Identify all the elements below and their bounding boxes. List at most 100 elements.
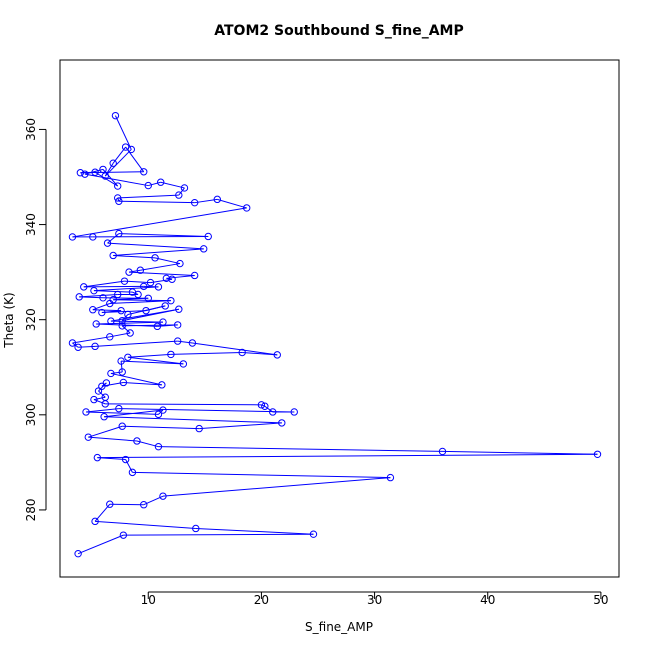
data-point: [593, 450, 602, 458]
data-point: [278, 419, 286, 427]
y-tick-label: 300: [24, 403, 38, 426]
data-point: [109, 251, 117, 260]
series-line-segment: [72, 336, 110, 344]
data-point: [151, 254, 159, 262]
data-point: [162, 274, 171, 283]
data-point: [114, 290, 122, 299]
data-point: [140, 501, 148, 509]
series-line-segment: [125, 459, 133, 473]
series-line-segment: [154, 257, 181, 265]
series-line-segment: [98, 382, 107, 392]
series-line-segment: [121, 360, 184, 365]
data-point: [157, 178, 165, 186]
series-line-segment: [242, 352, 278, 356]
data-point: [154, 410, 163, 419]
data-point: [114, 182, 122, 190]
data-point: [82, 408, 90, 416]
y-tick-label: 280: [24, 498, 38, 521]
series-line-segment: [109, 300, 171, 305]
series-line-segment: [102, 169, 119, 187]
series-line-segment: [79, 293, 118, 298]
series-line-segment: [127, 305, 166, 315]
data-point: [124, 353, 132, 361]
series-line-segment: [170, 352, 243, 355]
data-point: [173, 337, 182, 345]
data-point: [190, 198, 199, 207]
series-line-segment: [93, 286, 159, 292]
data-point: [261, 402, 269, 410]
data-point: [309, 530, 318, 538]
series-line-segment: [110, 308, 179, 322]
series-line-segment: [121, 314, 129, 321]
x-tick-label: 40: [480, 593, 495, 607]
series-line-segment: [264, 405, 274, 413]
data-point: [133, 437, 141, 445]
data-point: [134, 290, 142, 299]
series-line-segment: [118, 200, 195, 204]
data-point: [92, 320, 100, 328]
data-point: [159, 318, 167, 326]
plot-frame: [59, 59, 620, 578]
data-point: [106, 500, 114, 508]
data-point: [120, 277, 129, 285]
data-point: [153, 322, 162, 331]
series-line-segment: [120, 361, 123, 373]
data-point: [161, 302, 169, 310]
series-line-segment: [118, 233, 209, 237]
data-point: [257, 401, 266, 409]
series-line-segment: [166, 274, 195, 279]
series-line-segment: [93, 290, 133, 293]
data-point: [180, 184, 189, 192]
series-line-segment: [127, 353, 171, 358]
data-point: [99, 294, 107, 302]
data-point: [195, 424, 203, 433]
y-axis-label: Theta (K): [2, 292, 16, 348]
series-line-segment: [93, 396, 106, 401]
data-point: [125, 268, 133, 276]
data-point: [75, 293, 83, 301]
data-point: [103, 239, 112, 247]
data-point: [213, 195, 221, 204]
data-point: [91, 342, 99, 351]
data-point: [106, 333, 114, 341]
x-tick-label: 30: [367, 593, 382, 607]
data-point: [142, 306, 150, 315]
data-point: [98, 308, 106, 317]
data-point: [81, 170, 89, 178]
series-line-segment: [123, 381, 162, 386]
chart-title: ATOM2 Southbound S_fine_AMP: [214, 23, 464, 39]
series-line-segment: [92, 309, 122, 312]
data-point: [119, 531, 128, 539]
series-line-segment: [96, 323, 158, 327]
x-axis: 10 20 30 40 50: [141, 591, 609, 607]
series-line-segment: [158, 446, 443, 452]
data-point: [68, 339, 77, 347]
data-point: [107, 369, 115, 378]
data-point: [128, 468, 137, 477]
data-point: [168, 275, 176, 283]
data-point: [107, 317, 115, 325]
series-line-segment: [124, 280, 151, 284]
data-point: [154, 442, 163, 451]
data-point: [144, 294, 152, 302]
series-line-segment: [104, 149, 132, 177]
series-line-segment: [113, 299, 171, 302]
series-line-segment: [192, 342, 278, 356]
data-point: [90, 395, 98, 404]
data-point: [118, 322, 126, 330]
data-point: [102, 379, 111, 387]
data-point: [114, 194, 122, 202]
data-point: [94, 387, 103, 395]
series-line-segment: [79, 296, 104, 299]
x-axis-label: S_fine_AMP: [305, 620, 373, 634]
data-point: [126, 329, 134, 337]
data-point: [167, 350, 175, 359]
data-point: [89, 306, 97, 314]
series-line-segment: [85, 408, 119, 413]
data-point: [438, 447, 447, 456]
x-tick-label: 20: [254, 593, 269, 607]
series-line-segment: [95, 520, 196, 529]
data-point: [173, 321, 182, 329]
